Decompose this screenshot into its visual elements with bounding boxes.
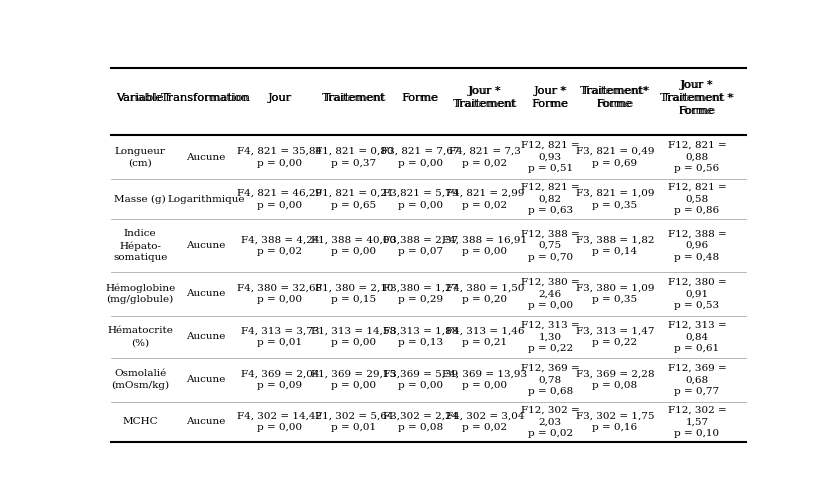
Text: F4, 380 = 1,50
p = 0,20: F4, 380 = 1,50 p = 0,20 xyxy=(446,284,524,304)
Text: F1, 313 = 14,58
p = 0,00: F1, 313 = 14,58 p = 0,00 xyxy=(311,326,396,347)
Text: Traitement: Traitement xyxy=(324,93,385,103)
Text: F12, 369 =
0,68
p = 0,77: F12, 369 = 0,68 p = 0,77 xyxy=(668,364,726,396)
Text: Indice
Hépato-
somatique: Indice Hépato- somatique xyxy=(113,229,167,263)
Text: F4, 380 = 32,68
p = 0,00: F4, 380 = 32,68 p = 0,00 xyxy=(237,284,323,304)
Text: F3,821 = 5,79
p = 0,00: F3,821 = 5,79 p = 0,00 xyxy=(383,189,458,209)
Text: F4, 821 = 7,3
p = 0,02: F4, 821 = 7,3 p = 0,02 xyxy=(449,147,521,167)
Text: F1, 380 = 2,10
p = 0,15: F1, 380 = 2,10 p = 0,15 xyxy=(314,284,393,304)
Text: F12, 388 =
0,96
p = 0,48: F12, 388 = 0,96 p = 0,48 xyxy=(668,229,726,262)
Text: F3, 388 = 1,82
p = 0,14: F3, 388 = 1,82 p = 0,14 xyxy=(575,235,654,256)
Text: F12, 302 =
1,57
p = 0,10: F12, 302 = 1,57 p = 0,10 xyxy=(668,405,726,438)
Text: Jour *
Traitement *
Forme: Jour * Traitement * Forme xyxy=(662,80,732,116)
Text: F4, 388 = 4,24
p = 0,02: F4, 388 = 4,24 p = 0,02 xyxy=(241,235,319,256)
Text: Transformation: Transformation xyxy=(161,93,251,103)
Text: F12, 380 =
2,46
p = 0,00: F12, 380 = 2,46 p = 0,00 xyxy=(521,278,579,310)
Text: Traitement*
Forme: Traitement* Forme xyxy=(581,86,648,109)
Text: MCHC: MCHC xyxy=(122,417,158,426)
Text: F1, 369 = 29,15
p = 0,00: F1, 369 = 29,15 p = 0,00 xyxy=(311,369,396,390)
Text: Longueur
(cm): Longueur (cm) xyxy=(115,147,166,167)
Text: Jour: Jour xyxy=(268,93,291,103)
Text: Traitement*
Forme: Traitement* Forme xyxy=(579,86,650,109)
Text: F3, 302 = 1,75
p = 0,16: F3, 302 = 1,75 p = 0,16 xyxy=(575,411,654,432)
Text: F4, 388 = 16,91
p = 0,00: F4, 388 = 16,91 p = 0,00 xyxy=(442,235,528,256)
Text: Logarithmique: Logarithmique xyxy=(167,195,245,204)
Text: Aucune: Aucune xyxy=(186,332,226,341)
Text: F4, 313 = 3,73
p = 0,01: F4, 313 = 3,73 p = 0,01 xyxy=(241,326,319,347)
Text: Jour *
Forme: Jour * Forme xyxy=(533,86,568,109)
Text: Traitement: Traitement xyxy=(322,93,386,103)
Text: Hémoglobine
(mg/globule): Hémoglobine (mg/globule) xyxy=(105,283,176,305)
Text: F12, 302 =
2,03
p = 0,02: F12, 302 = 2,03 p = 0,02 xyxy=(521,405,579,438)
Text: Jour *
Traitement *
Forme: Jour * Traitement * Forme xyxy=(660,80,734,116)
Text: F12, 369 =
0,78
p = 0,68: F12, 369 = 0,78 p = 0,68 xyxy=(521,364,579,396)
Text: Masse (g): Masse (g) xyxy=(115,194,166,204)
Text: F12, 821 =
0,88
p = 0,56: F12, 821 = 0,88 p = 0,56 xyxy=(668,141,726,173)
Text: Transformation: Transformation xyxy=(163,93,248,103)
Text: F3,369 = 5,39
p = 0,00: F3,369 = 5,39 p = 0,00 xyxy=(383,369,458,390)
Text: Jour: Jour xyxy=(268,93,292,103)
Text: F3,302 = 2,24
p = 0,08: F3,302 = 2,24 p = 0,08 xyxy=(383,411,458,432)
Text: F12, 313 =
1,30
p = 0,22: F12, 313 = 1,30 p = 0,22 xyxy=(521,321,579,353)
Text: F4, 302 = 14,42
p = 0,00: F4, 302 = 14,42 p = 0,00 xyxy=(237,411,323,432)
Text: F4, 369 = 2,04
p = 0,09: F4, 369 = 2,04 p = 0,09 xyxy=(241,369,319,390)
Text: Jour *
Traitement: Jour * Traitement xyxy=(452,86,517,109)
Text: F3, 369 = 2,28
p = 0,08: F3, 369 = 2,28 p = 0,08 xyxy=(575,369,654,390)
Text: F3, 821 = 7,67
p = 0,00: F3, 821 = 7,67 p = 0,00 xyxy=(381,147,460,167)
Text: Aucune: Aucune xyxy=(186,153,226,162)
Text: Aucune: Aucune xyxy=(186,289,226,298)
Text: Jour *
Traitement: Jour * Traitement xyxy=(454,86,516,109)
Text: F4, 313 = 1,46
p = 0,21: F4, 313 = 1,46 p = 0,21 xyxy=(446,326,524,347)
Text: F3, 821 = 1,09
p = 0,35: F3, 821 = 1,09 p = 0,35 xyxy=(575,189,654,209)
Text: Forme: Forme xyxy=(403,93,438,103)
Text: F12, 821 =
0,82
p = 0,63: F12, 821 = 0,82 p = 0,63 xyxy=(521,183,579,215)
Text: F4, 302 = 3,04
p = 0,02: F4, 302 = 3,04 p = 0,02 xyxy=(446,411,524,432)
Text: Jour *
Forme: Jour * Forme xyxy=(532,86,569,109)
Text: Forme: Forme xyxy=(402,93,439,103)
Text: Aucune: Aucune xyxy=(186,375,226,384)
Text: F12, 821 =
0,93
p = 0,51: F12, 821 = 0,93 p = 0,51 xyxy=(521,141,579,173)
Text: Aucune: Aucune xyxy=(186,241,226,250)
Text: F3, 380 = 1,09
p = 0,35: F3, 380 = 1,09 p = 0,35 xyxy=(575,284,654,304)
Text: Variable: Variable xyxy=(117,93,163,103)
Text: F3,313 = 1,88
p = 0,13: F3,313 = 1,88 p = 0,13 xyxy=(383,326,458,347)
Text: F3,388 = 2,37
p = 0,07: F3,388 = 2,37 p = 0,07 xyxy=(383,235,458,256)
Text: F3,380 = 1,27
p = 0,29: F3,380 = 1,27 p = 0,29 xyxy=(383,284,458,304)
Text: Osmolalié
(mOsm/kg): Osmolalié (mOsm/kg) xyxy=(111,369,169,390)
Text: Variable: Variable xyxy=(116,93,164,103)
Text: F1, 388 = 40,00
p = 0,00: F1, 388 = 40,00 p = 0,00 xyxy=(311,235,396,256)
Text: F12, 388 =
0,75
p = 0,70: F12, 388 = 0,75 p = 0,70 xyxy=(521,229,579,262)
Text: F1, 821 = 0,80
p = 0,37: F1, 821 = 0,80 p = 0,37 xyxy=(314,147,393,167)
Text: F4, 369 = 13,93
p = 0,00: F4, 369 = 13,93 p = 0,00 xyxy=(442,369,528,390)
Text: Hématocrite
(%): Hématocrite (%) xyxy=(107,326,173,347)
Text: F1, 821 = 0,21
p = 0,65: F1, 821 = 0,21 p = 0,65 xyxy=(314,189,393,209)
Text: F3, 821 = 0,49
p = 0,69: F3, 821 = 0,49 p = 0,69 xyxy=(575,147,654,167)
Text: F12, 313 =
0,84
p = 0,61: F12, 313 = 0,84 p = 0,61 xyxy=(668,321,726,353)
Text: F3, 313 = 1,47
p = 0,22: F3, 313 = 1,47 p = 0,22 xyxy=(575,326,654,347)
Text: F12, 380 =
0,91
p = 0,53: F12, 380 = 0,91 p = 0,53 xyxy=(668,278,726,310)
Text: F12, 821 =
0,58
p = 0,86: F12, 821 = 0,58 p = 0,86 xyxy=(668,183,726,215)
Text: F4, 821 = 2,99
p = 0,02: F4, 821 = 2,99 p = 0,02 xyxy=(446,189,524,209)
Text: Aucune: Aucune xyxy=(186,417,226,426)
Text: F4, 821 = 46,29
p = 0,00: F4, 821 = 46,29 p = 0,00 xyxy=(237,189,323,209)
Text: F1, 302 = 5,64
p = 0,01: F1, 302 = 5,64 p = 0,01 xyxy=(314,411,393,432)
Text: F4, 821 = 35,84
p = 0,00: F4, 821 = 35,84 p = 0,00 xyxy=(237,147,323,167)
